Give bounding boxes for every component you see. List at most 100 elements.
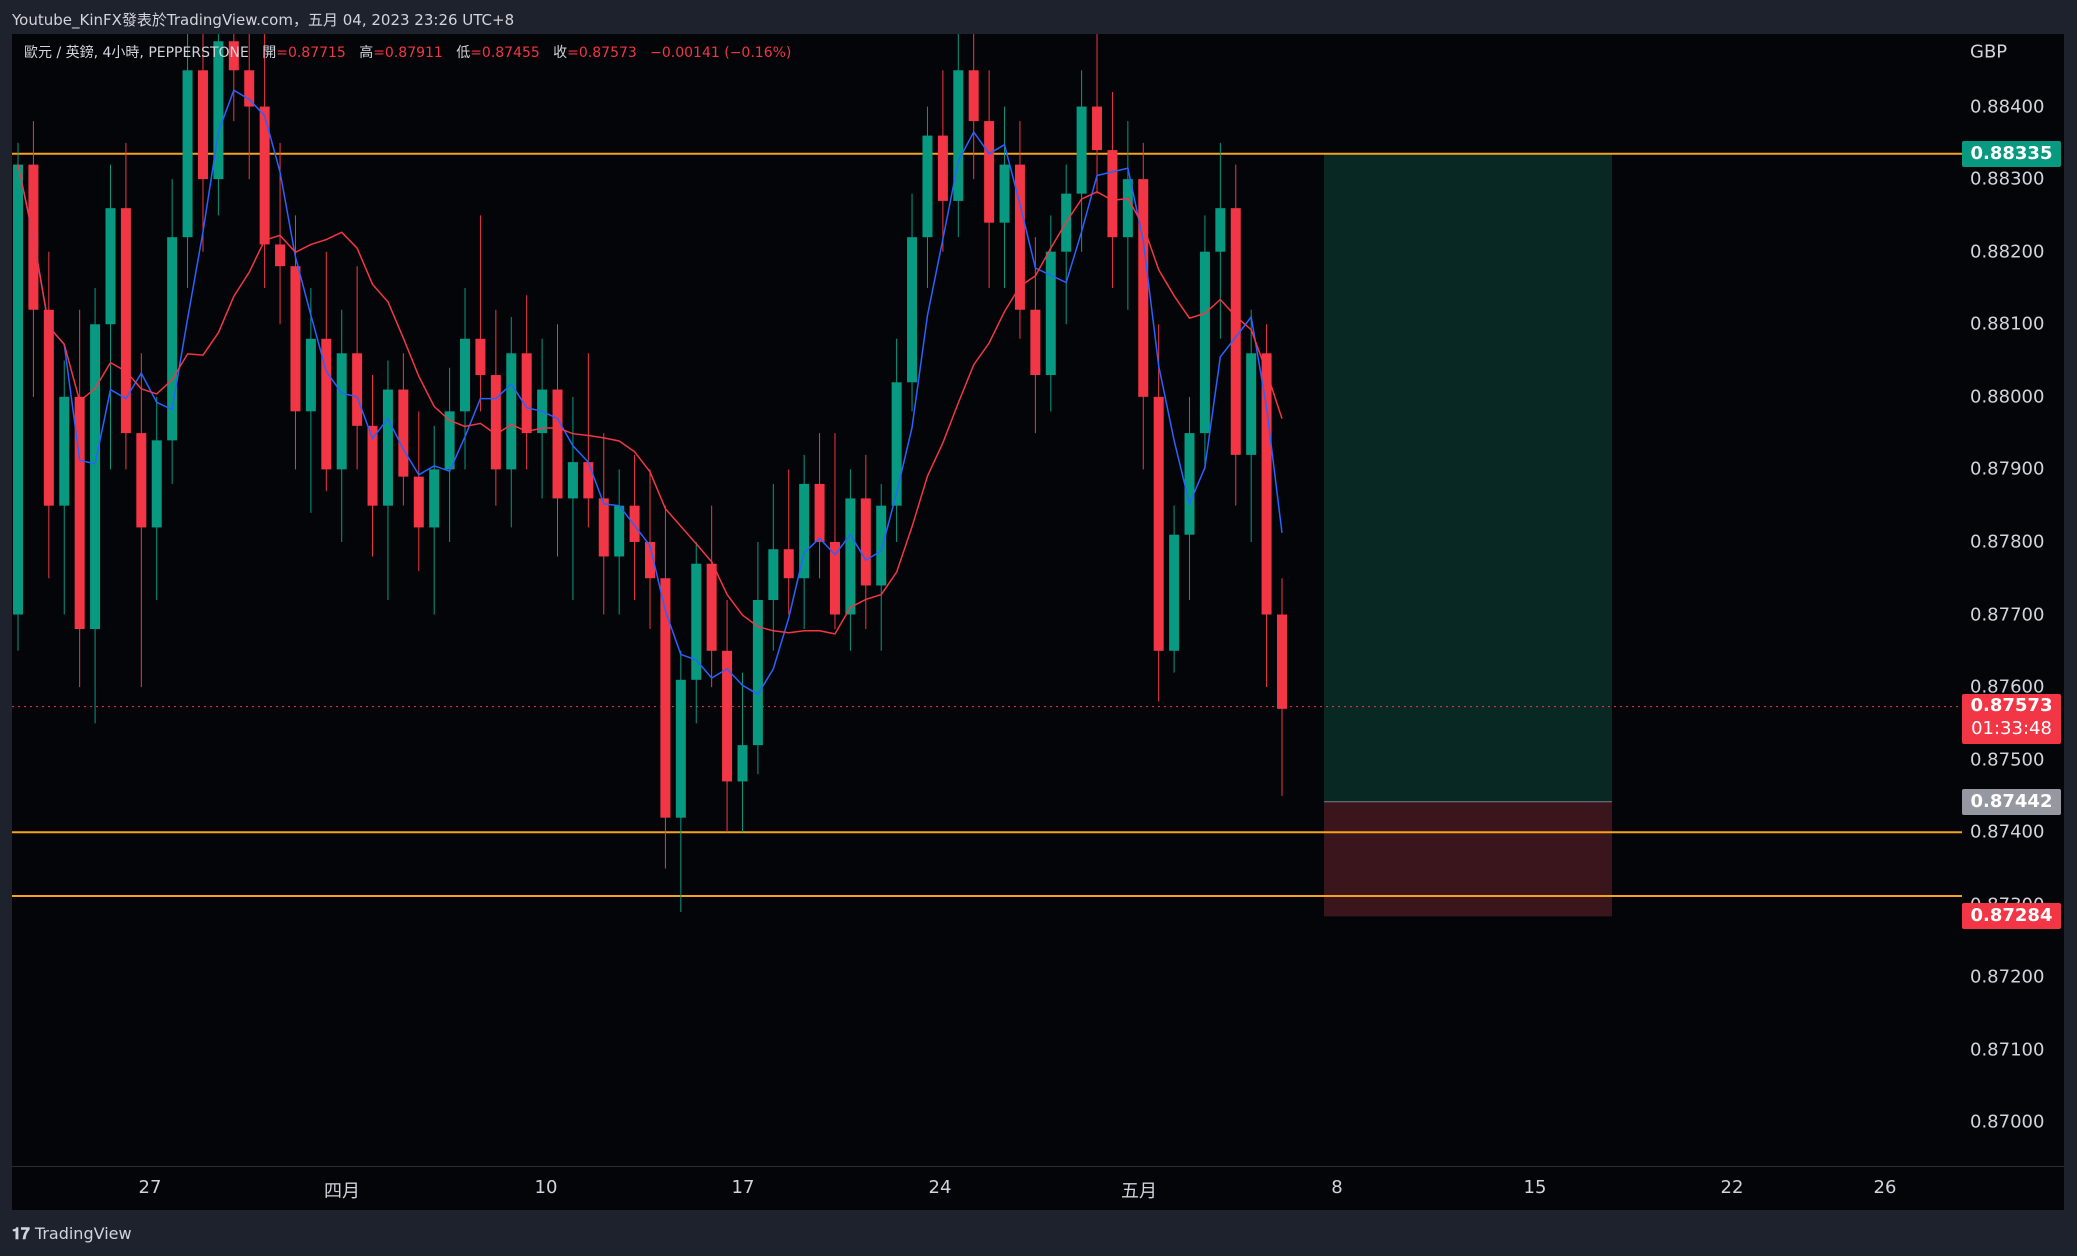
candle: [521, 353, 532, 434]
y-tick-label: 0.87600: [1970, 676, 2045, 698]
target-price-label: 0.88335: [1962, 140, 2061, 167]
y-tick-label: 0.87900: [1970, 458, 2045, 480]
candle: [629, 505, 640, 542]
publication-title: Youtube_KinFX發表於TradingView.com，五月 04, 2…: [12, 11, 515, 29]
candle: [90, 324, 101, 630]
candle: [13, 164, 23, 615]
candle: [1092, 106, 1103, 151]
candle: [1261, 353, 1272, 615]
candle: [460, 338, 471, 412]
candle: [984, 121, 995, 223]
candle: [922, 135, 933, 238]
candle: [1277, 614, 1287, 709]
candle: [552, 389, 563, 499]
x-tick-label: 26: [1873, 1177, 1897, 1198]
candle: [506, 353, 517, 470]
candle: [937, 135, 948, 201]
x-tick-label: 8: [1331, 1177, 1343, 1198]
high-label: 高: [359, 45, 374, 61]
price-axis[interactable]: GBP 0.870000.871000.872000.873000.874000…: [1962, 34, 2064, 1166]
high-value: =0.87911: [373, 45, 443, 61]
currency-label: GBP: [1970, 41, 2008, 63]
candle: [290, 266, 301, 412]
change-value: −0.00141 (−0.16%): [650, 45, 792, 61]
x-tick-label: 五月: [1121, 1181, 1157, 1202]
stop-price-label: 0.87284: [1962, 903, 2061, 930]
chart-pane[interactable]: 歐元 / 英鎊, 4小時, PEPPERSTONE 開=0.87715 高=0.…: [12, 34, 1962, 1166]
candle: [398, 389, 409, 477]
y-tick-label: 0.88100: [1970, 313, 2045, 335]
candle: [737, 745, 748, 782]
candle: [413, 476, 424, 528]
candle: [691, 563, 702, 680]
candle: [1138, 179, 1149, 397]
y-tick-label: 0.88300: [1970, 168, 2045, 190]
candle: [321, 338, 332, 470]
candle: [151, 440, 162, 528]
y-tick-label: 0.87400: [1970, 821, 2045, 843]
candle: [829, 541, 840, 615]
y-tick-label: 0.88200: [1970, 241, 2045, 263]
candle: [105, 208, 116, 325]
x-tick-label: 10: [534, 1177, 558, 1198]
candle: [136, 433, 147, 528]
candle: [660, 578, 671, 818]
candle: [382, 389, 393, 506]
brand-label: TradingView: [34, 1224, 132, 1243]
candle: [1246, 353, 1257, 455]
y-tick-label: 0.87200: [1970, 966, 2045, 988]
candle: [752, 600, 763, 746]
candle: [120, 208, 131, 434]
candle: [567, 462, 578, 499]
bottom-bar: 𝟏𝟕 TradingView: [0, 1210, 2077, 1256]
candle: [74, 396, 85, 630]
candle: [645, 541, 655, 579]
top-bar: Youtube_KinFX發表於TradingView.com，五月 04, 2…: [0, 0, 2077, 34]
candle: [305, 338, 316, 412]
candle: [182, 70, 193, 238]
candle: [783, 549, 794, 579]
x-tick-label: 24: [928, 1177, 952, 1198]
x-tick-label: 27: [138, 1177, 162, 1198]
time-axis[interactable]: 27 四月 10 17 24 五月 8 15 22 26: [12, 1166, 2064, 1211]
x-tick-label: 15: [1523, 1177, 1547, 1198]
candle: [490, 375, 501, 470]
candle: [213, 41, 224, 180]
low-value: =0.87455: [470, 45, 540, 61]
candle: [968, 70, 979, 122]
candle: [367, 425, 378, 506]
candle: [167, 237, 178, 441]
y-tick-label: 0.87000: [1970, 1111, 2045, 1133]
candle: [583, 462, 594, 499]
candle: [1122, 179, 1133, 238]
tradingview-logo: 𝟏𝟕 TradingView: [12, 1224, 132, 1243]
candle: [675, 679, 686, 818]
open-label: 開: [262, 45, 277, 61]
candle: [768, 549, 779, 600]
symbol-legend: 歐元 / 英鎊, 4小時, PEPPERSTONE 開=0.87715 高=0.…: [24, 42, 791, 62]
fast-moving-average-line: [17, 89, 1283, 696]
candle: [1199, 251, 1210, 434]
candle: [352, 353, 363, 426]
candle: [706, 563, 717, 651]
candle: [799, 483, 810, 579]
candle-countdown: 01:33:48: [1971, 717, 2052, 739]
candle: [876, 505, 887, 586]
position-target-zone: [1324, 153, 1612, 802]
candle: [1014, 164, 1025, 310]
y-tick-label: 0.87500: [1970, 749, 2045, 771]
slow-moving-average-line: [17, 164, 1283, 635]
close-label: 收: [553, 45, 568, 61]
close-value: =0.87573: [567, 45, 637, 61]
candle: [259, 106, 270, 245]
candle: [444, 411, 455, 470]
candle: [860, 498, 871, 586]
candle: [999, 164, 1010, 223]
price-chart[interactable]: [12, 34, 1962, 1166]
candle: [59, 396, 70, 506]
candle: [1107, 150, 1118, 238]
candle: [1230, 208, 1241, 455]
candle: [244, 70, 255, 107]
candle: [614, 505, 625, 557]
candle: [1153, 396, 1164, 651]
